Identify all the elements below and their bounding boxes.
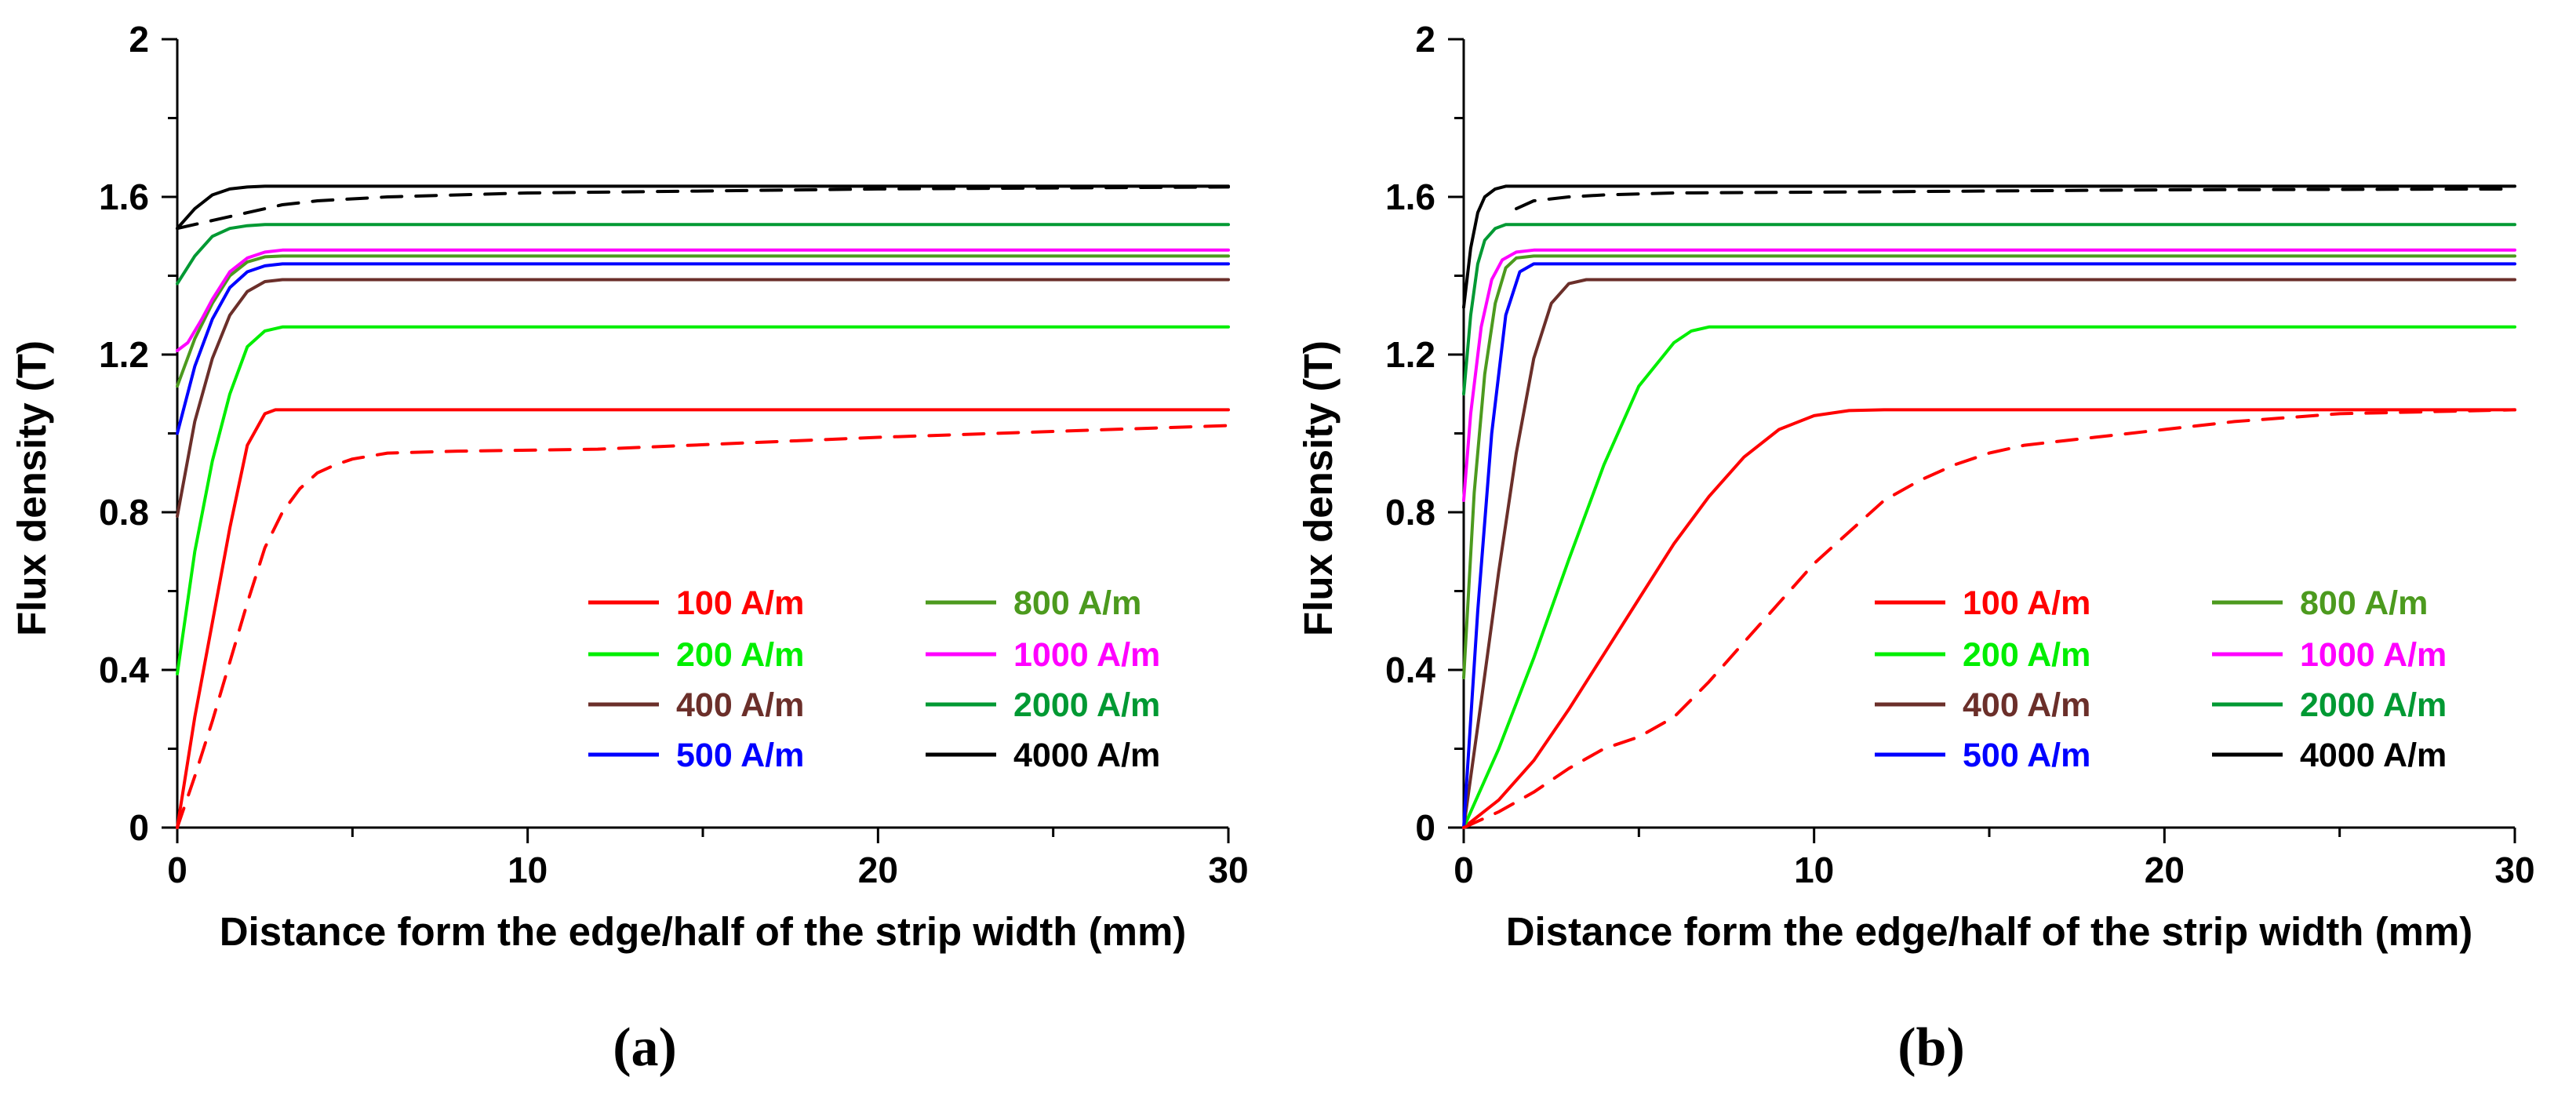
x-tick-label: 10 bbox=[1794, 850, 1834, 890]
legend-label: 4000 A/m bbox=[2300, 737, 2447, 774]
legend-label: 400 A/m bbox=[1963, 686, 2090, 724]
series-line-500-a-m bbox=[1462, 262, 2516, 829]
series-line-100-a-m bbox=[1462, 408, 2516, 829]
y-tick-label: 0.8 bbox=[99, 492, 149, 533]
y-tick-label: 1.2 bbox=[99, 334, 149, 375]
series-line-100-a-m bbox=[176, 408, 1230, 829]
legend-label: 800 A/m bbox=[1013, 584, 1141, 622]
legend-label: 1000 A/m bbox=[2300, 636, 2447, 674]
series-line-4000-a-m bbox=[1462, 184, 2516, 309]
x-tick-label: 10 bbox=[508, 850, 548, 890]
legend-label: 4000 A/m bbox=[1013, 737, 1160, 774]
series-line-400-a-m bbox=[1462, 278, 2516, 829]
legend-label: 500 A/m bbox=[1963, 737, 2090, 774]
y-tick-label: 0 bbox=[129, 807, 149, 848]
y-axis-title: Flux density (T) bbox=[9, 340, 54, 636]
panel-label: (a) bbox=[613, 1017, 677, 1078]
y-tick-label: 0.4 bbox=[99, 650, 149, 690]
series-line-800-a-m bbox=[1462, 254, 2516, 679]
x-tick-label: 30 bbox=[2494, 850, 2534, 890]
x-axis-title: Distance form the edge/half of the strip… bbox=[1506, 909, 2473, 954]
x-tick-label: 30 bbox=[1208, 850, 1248, 890]
y-axis-title: Flux density (T) bbox=[1296, 340, 1341, 636]
series-line-2000-a-m bbox=[1462, 223, 2516, 396]
y-tick-label: 0.8 bbox=[1385, 492, 1435, 533]
series-line-4000-a-m bbox=[176, 184, 1230, 231]
y-tick-label: 0 bbox=[1415, 807, 1435, 848]
legend-label: 2000 A/m bbox=[2300, 686, 2447, 724]
series-line-1000-a-m bbox=[1462, 248, 2516, 502]
legend-label: 2000 A/m bbox=[1013, 686, 1160, 724]
series-line-200-a-m bbox=[176, 325, 1230, 675]
series-line-100-a-m-dashed bbox=[1462, 408, 2516, 829]
x-tick-label: 0 bbox=[167, 850, 187, 890]
x-tick-label: 20 bbox=[858, 850, 898, 890]
y-tick-label: 0.4 bbox=[1385, 650, 1435, 690]
series-line-200-a-m bbox=[1462, 325, 2516, 829]
series-line-4000-a-m-dashed bbox=[1515, 187, 2516, 211]
series-line-500-a-m bbox=[176, 262, 1230, 435]
x-tick-label: 20 bbox=[2145, 850, 2185, 890]
series-line-100-a-m-dashed bbox=[176, 424, 1230, 829]
legend-label: 500 A/m bbox=[676, 737, 804, 774]
y-tick-label: 1.2 bbox=[1385, 334, 1435, 375]
series-line-4000-a-m-dashed bbox=[176, 185, 1230, 231]
series-line-800-a-m bbox=[176, 254, 1230, 388]
y-tick-label: 2 bbox=[129, 19, 149, 60]
series-line-1000-a-m bbox=[176, 248, 1230, 352]
series-line-400-a-m bbox=[176, 278, 1230, 518]
legend-label: 100 A/m bbox=[1963, 584, 2090, 622]
legend-label: 800 A/m bbox=[2300, 584, 2428, 622]
legend-label: 1000 A/m bbox=[1013, 636, 1160, 674]
legend-label: 100 A/m bbox=[676, 584, 804, 622]
x-tick-label: 0 bbox=[1454, 850, 1474, 890]
panel-label: (b) bbox=[1897, 1017, 1965, 1078]
legend-label: 400 A/m bbox=[676, 686, 804, 724]
series-line-2000-a-m bbox=[176, 223, 1230, 286]
x-axis-title: Distance form the edge/half of the strip… bbox=[220, 909, 1187, 954]
legend-label: 200 A/m bbox=[676, 636, 804, 674]
y-tick-label: 1.6 bbox=[1385, 176, 1435, 217]
legend-label: 200 A/m bbox=[1963, 636, 2090, 674]
y-tick-label: 2 bbox=[1415, 19, 1435, 60]
y-tick-label: 1.6 bbox=[99, 176, 149, 217]
